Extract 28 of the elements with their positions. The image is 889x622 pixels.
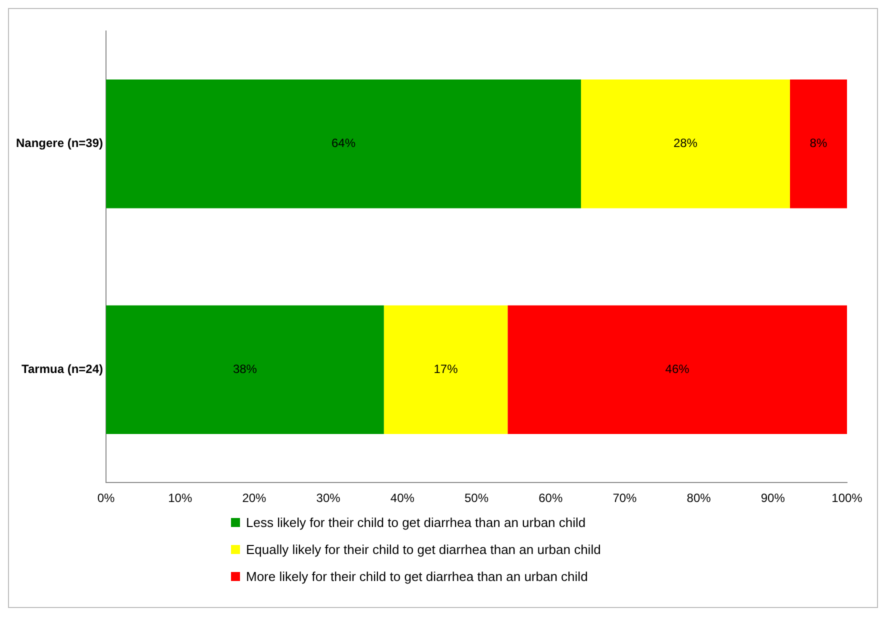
x-tick-label: 30% (316, 491, 341, 506)
data-label: 38% (232, 362, 258, 376)
data-label: 17% (434, 362, 458, 376)
data-label: 64% (331, 136, 356, 150)
x-tick-label: 40% (390, 491, 415, 506)
data-label: 46% (665, 362, 690, 376)
x-tick-label: 70% (612, 491, 638, 506)
bar (508, 305, 847, 434)
x-tick-label: 50% (464, 491, 489, 506)
legend-label: Equally likely for their child to get diarrhea than an urban child (246, 542, 601, 557)
bar (580, 80, 790, 208)
bar (106, 80, 581, 208)
x-tick-label: 100% (832, 491, 863, 506)
x-tick-label: 10% (168, 491, 192, 506)
legend-label: Less likely for their child to get diarrhea than an urban child (246, 515, 586, 530)
bar (106, 305, 384, 434)
data-label: 8% (810, 136, 828, 150)
bar (384, 305, 508, 434)
bar (790, 80, 847, 208)
x-tick-label: 20% (242, 491, 267, 506)
x-tick-label: 60% (538, 491, 563, 506)
y-tick-label: Nangere (n=39) (16, 136, 104, 150)
x-tick-label: 80% (686, 491, 712, 506)
data-label: 28% (673, 136, 698, 150)
legend-label: More likely for their child to get diarrhea than an urban child (246, 569, 588, 584)
x-tick-label: 90% (760, 491, 786, 506)
y-tick-label: Tarmua (n=24) (22, 362, 104, 376)
x-tick-label: 0% (97, 491, 116, 506)
